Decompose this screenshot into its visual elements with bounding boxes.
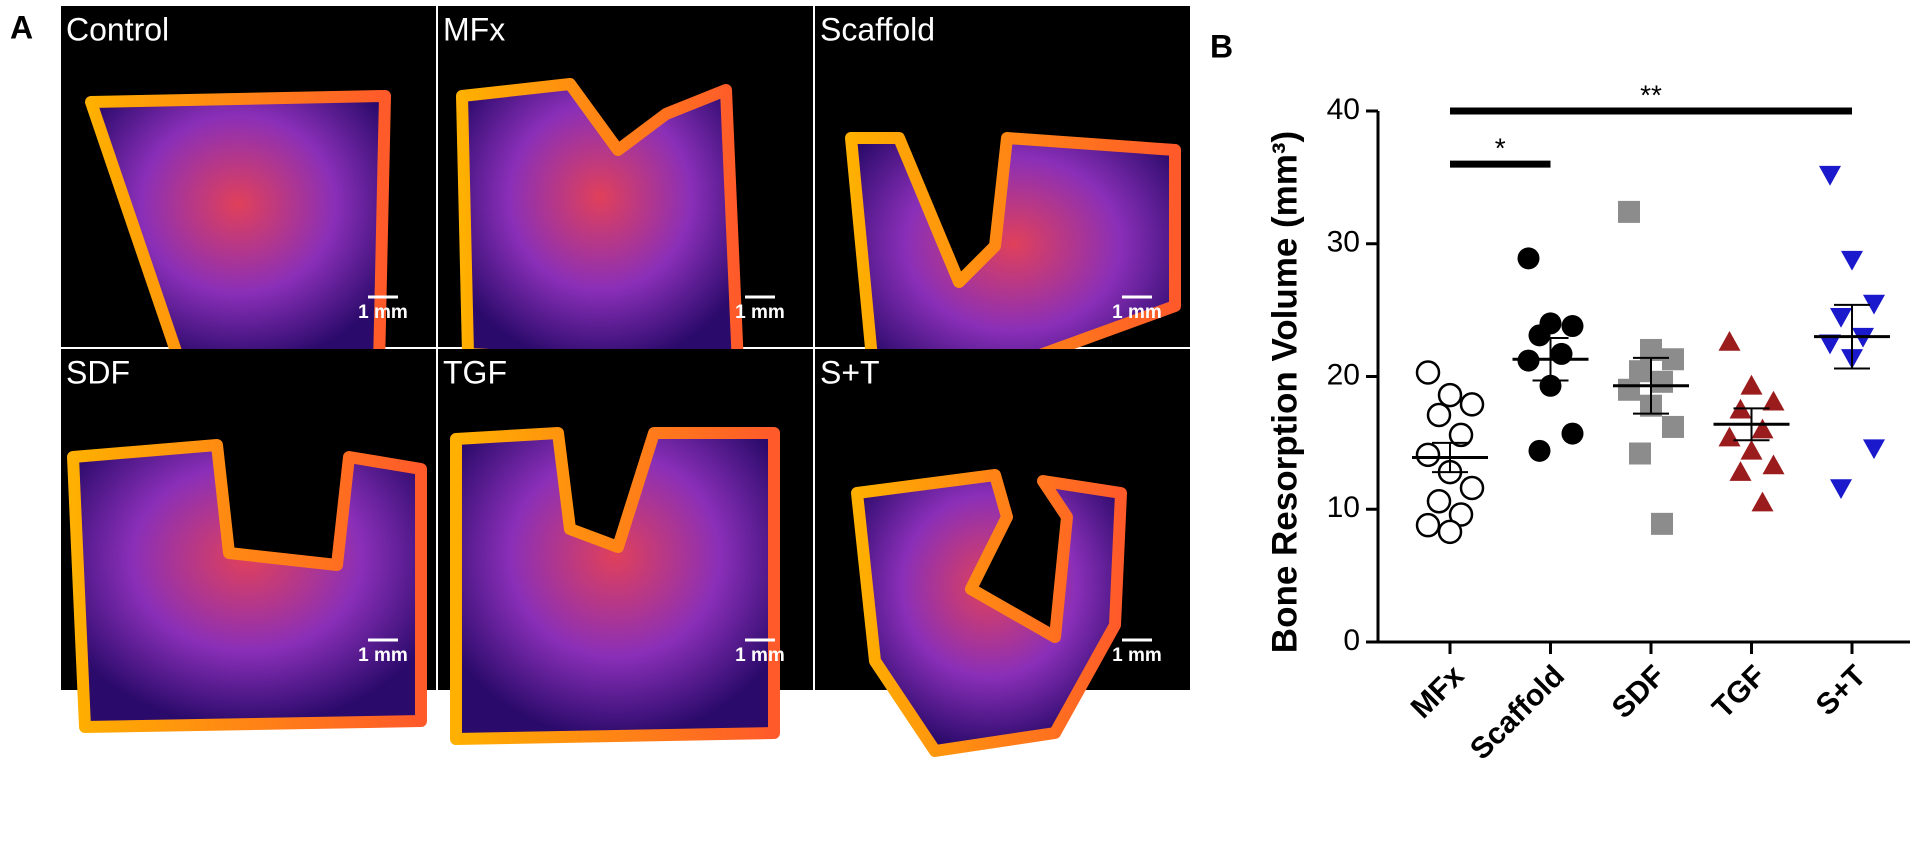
data-point [1618,200,1640,223]
data-point [1629,360,1651,383]
data-point [1740,439,1763,460]
data-point [1437,382,1463,408]
panel-label: A [10,9,33,45]
bone-section [67,439,428,734]
tile-title: S+T [820,354,880,390]
group [1613,200,1689,535]
data-point [1651,370,1673,393]
data-point [1651,512,1673,535]
data-point [1459,475,1485,501]
significance-label: ** [1640,79,1662,110]
tile-title: TGF [443,354,507,390]
data-point [1459,392,1485,417]
panel-label: B [1210,28,1233,64]
image-tile: SDF 1 mm [61,349,436,734]
x-tick-label: Scaffold [1464,659,1571,766]
data-point [1415,512,1441,538]
data-point [1740,374,1763,395]
data-point [1517,247,1540,270]
group [1713,330,1790,512]
data-point [1629,442,1651,465]
data-point [1561,422,1584,445]
data-point [1662,415,1684,438]
x-tick-label: SDF [1606,659,1672,725]
x-tick-label: S+T [1810,659,1873,722]
y-tick-label: 20 [1327,358,1360,391]
data-point [1437,519,1463,545]
image-tile: TGF 1 mm [438,349,813,746]
data-point [1415,360,1441,385]
data-point [1550,342,1573,365]
image-tile: S+T 1 mm [815,349,1190,758]
tile-title: Scaffold [820,11,935,47]
data-point [1718,330,1741,351]
image-tile: MFx 1 mm [438,6,813,373]
tile-title: MFx [443,11,505,47]
data-point [1863,294,1885,315]
data-point [1415,442,1441,468]
bone-section [450,427,781,746]
data-point [1830,479,1852,500]
y-tick-label: 30 [1327,226,1360,259]
data-point [1863,439,1885,460]
significance-label: * [1495,132,1506,163]
y-tick-label: 40 [1327,93,1360,126]
scale-label: 1 mm [735,302,785,323]
data-point [1426,402,1452,428]
data-point [1751,418,1774,439]
image-tile: Control 1 mm [61,6,436,373]
scale-label: 1 mm [1112,645,1162,666]
data-point [1751,491,1774,512]
x-tick-label: TGF [1706,659,1772,725]
scale-label: 1 mm [735,645,785,666]
scale-label: 1 mm [1112,302,1162,323]
data-point [1729,461,1752,481]
tile-title: Control [66,11,169,47]
image-tile: Scaffold 1 mm [815,6,1190,409]
data-point [1762,390,1785,411]
data-point [1618,378,1640,401]
data-point [1448,422,1474,448]
data-point [1762,454,1785,475]
tile-title: SDF [66,354,130,390]
data-point [1426,489,1452,514]
data-point [1528,324,1551,347]
data-point [1448,502,1474,527]
y-tick-label: 0 [1343,624,1360,657]
scale-label: 1 mm [358,645,408,666]
data-point [1561,315,1584,338]
data-point [1830,307,1852,328]
data-point [1662,348,1684,371]
y-axis-label: Bone Resorption Volume (mm³) [1265,131,1304,653]
data-point [1528,439,1551,462]
data-point [1718,426,1741,447]
y-tick-label: 10 [1327,491,1360,524]
chart: B Bone Resorption Volume (mm³) 0 10 20 30 40 MF… [1210,28,1910,766]
group [1512,247,1589,462]
data-point [1819,165,1841,186]
data-point [1640,338,1662,361]
group [1814,165,1890,500]
x-tick-label: MFx [1405,659,1471,725]
scale-label: 1 mm [358,302,408,323]
bone-section [851,469,1128,758]
data-point [1841,250,1863,271]
bone-section [456,78,745,373]
group [1412,360,1488,545]
data-point [1819,334,1841,355]
